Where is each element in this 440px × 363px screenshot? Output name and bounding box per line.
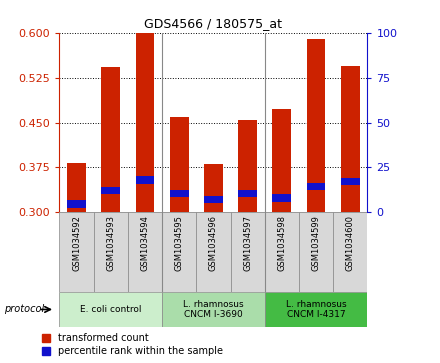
Bar (162, 292, 265, 327)
Bar (272, 109, 291, 212)
Text: GSM1034595: GSM1034595 (175, 215, 183, 271)
Bar (170, 190, 189, 197)
Bar (341, 178, 360, 185)
Bar (162, 212, 196, 292)
Bar (94, 212, 128, 292)
Text: protocol: protocol (4, 305, 44, 314)
Bar (136, 176, 154, 184)
Bar (238, 119, 257, 212)
Bar (341, 66, 360, 212)
Text: GSM1034594: GSM1034594 (140, 215, 150, 271)
Bar (136, 33, 154, 212)
Bar (238, 190, 257, 197)
Text: GSM1034599: GSM1034599 (312, 215, 321, 271)
Bar (59, 212, 94, 292)
Bar (265, 292, 367, 327)
Text: GSM1034598: GSM1034598 (277, 215, 286, 271)
Text: GSM1034600: GSM1034600 (346, 215, 355, 271)
Bar (299, 212, 333, 292)
Text: GSM1034592: GSM1034592 (72, 215, 81, 271)
Bar (59, 292, 162, 327)
Bar (67, 163, 86, 212)
Text: L. rhamnosus
CNCM I-3690: L. rhamnosus CNCM I-3690 (183, 300, 244, 319)
Bar (307, 183, 326, 190)
Bar (170, 117, 189, 212)
Bar (204, 164, 223, 212)
Text: E. coli control: E. coli control (80, 305, 142, 314)
Bar (333, 212, 367, 292)
Bar (272, 195, 291, 201)
Bar (67, 200, 86, 208)
Bar (101, 68, 120, 212)
Bar (196, 212, 231, 292)
Bar (307, 38, 326, 212)
Legend: transformed count, percentile rank within the sample: transformed count, percentile rank withi… (42, 333, 223, 356)
Bar (101, 187, 120, 194)
Bar (231, 212, 265, 292)
Text: GSM1034596: GSM1034596 (209, 215, 218, 271)
Text: GSM1034593: GSM1034593 (106, 215, 115, 271)
Text: GSM1034597: GSM1034597 (243, 215, 252, 271)
Title: GDS4566 / 180575_at: GDS4566 / 180575_at (144, 17, 282, 30)
Bar (265, 212, 299, 292)
Text: L. rhamnosus
CNCM I-4317: L. rhamnosus CNCM I-4317 (286, 300, 346, 319)
Bar (204, 196, 223, 203)
Bar (128, 212, 162, 292)
